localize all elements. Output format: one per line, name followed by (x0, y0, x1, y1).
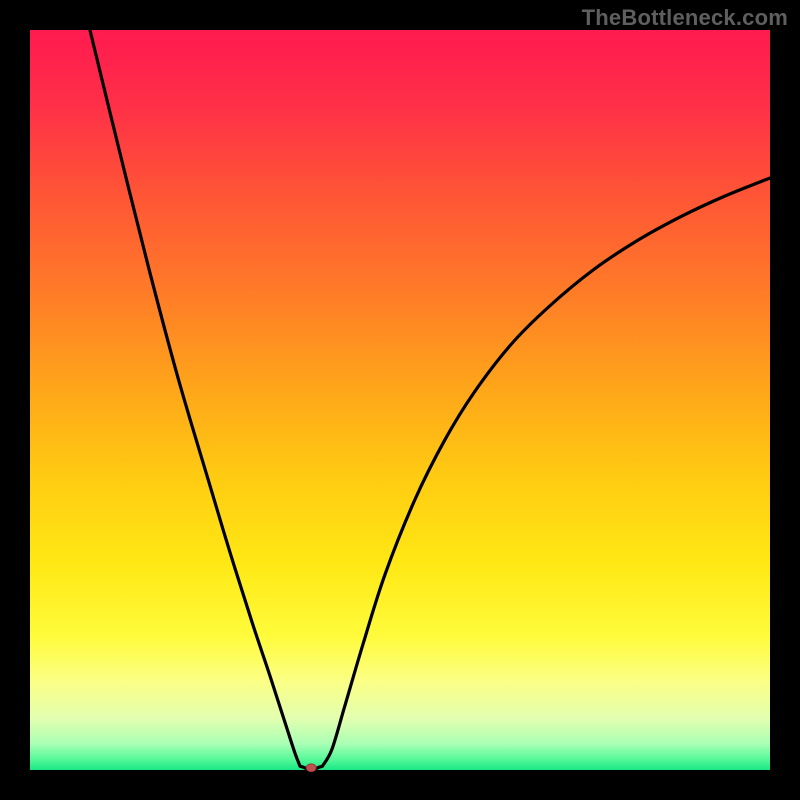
minimum-marker (306, 764, 316, 772)
plot-background (30, 30, 770, 770)
chart-container: { "watermark": "TheBottleneck.com", "cha… (0, 0, 800, 800)
watermark-text: TheBottleneck.com (582, 5, 788, 31)
bottleneck-chart (0, 0, 800, 800)
